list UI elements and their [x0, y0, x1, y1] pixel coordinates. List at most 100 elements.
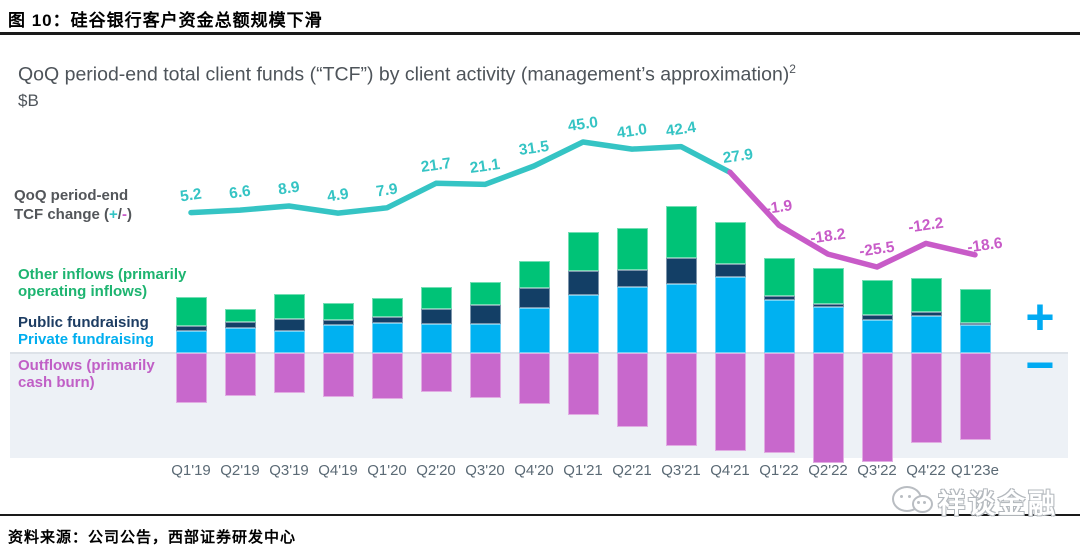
figure-title: 图 10：硅谷银行客户资金总额规模下滑 [8, 11, 323, 30]
bar-segment-other [910, 278, 942, 312]
line-value-label: 31.5 [517, 137, 551, 160]
bar-segment-public [567, 271, 599, 295]
legend-private-fundraising: Private fundraising [18, 331, 154, 348]
bar-segment-private [910, 316, 942, 353]
top-divider [0, 32, 1080, 35]
bar-segment-outflows [420, 353, 452, 392]
bar-segment-private [959, 325, 991, 353]
bar-segment-private [273, 331, 305, 353]
bar-segment-outflows [518, 353, 550, 404]
bar-segment-public [518, 288, 550, 308]
line-value-label: 6.6 [228, 182, 252, 203]
line-legend-line2-prefix: TCF change ( [14, 206, 110, 223]
line-value-label: -1.9 [764, 197, 794, 218]
bar-segment-private [567, 295, 599, 353]
wechat-bubble-small [912, 495, 933, 513]
bar-segment-private [224, 328, 256, 353]
bar-segment-other [420, 287, 452, 309]
wechat-eye-icon [923, 501, 926, 504]
bar-segment-public [273, 319, 305, 331]
bar-segment-outflows [371, 353, 403, 399]
bar-segment-other [518, 261, 550, 288]
bar-segment-outflows [273, 353, 305, 393]
x-axis-label: Q3'19 [269, 462, 309, 479]
bar-segment-public [322, 320, 354, 325]
line-value-label: 21.1 [468, 156, 502, 178]
bar-segment-private [616, 287, 648, 353]
line-value-label: 8.9 [277, 178, 301, 199]
bar-segment-private [763, 300, 795, 353]
legend-outflows: Outflows (primarily cash burn) [18, 357, 155, 391]
line-value-label: -12.2 [907, 215, 945, 237]
bar-segment-private [714, 277, 746, 353]
bar-segment-private [518, 308, 550, 353]
wechat-eye-icon [908, 495, 911, 498]
line-value-label: 42.4 [664, 118, 698, 140]
bar-segment-outflows [322, 353, 354, 397]
bar-segment-outflows [616, 353, 648, 427]
inflows-plus-symbol: + [1025, 289, 1055, 345]
bar-segment-outflows [812, 353, 844, 463]
bar-segment-other [371, 298, 403, 317]
x-axis-label: Q4'20 [514, 462, 554, 479]
unit-label: $B [18, 91, 39, 110]
bar-segment-private [175, 331, 207, 353]
bar-segment-other [322, 303, 354, 320]
line-legend-slash: / [117, 206, 122, 223]
bar-segment-other [714, 222, 746, 264]
line-legend-suffix: ) [126, 206, 132, 223]
line-legend-minus: - [121, 206, 127, 223]
bar-segment-private [322, 325, 354, 353]
bar-segment-public [910, 312, 942, 316]
bottom-divider [0, 514, 1080, 516]
wechat-eye-icon [917, 501, 920, 504]
x-axis-label: Q4'22 [906, 462, 946, 479]
x-axis-label: Q1'22 [759, 462, 799, 479]
bar-segment-outflows [861, 353, 893, 462]
bar-segment-other [665, 206, 697, 258]
line-value-label: 21.7 [419, 155, 453, 177]
line-value-label: 5.2 [179, 185, 203, 206]
x-axis-label: Q2'19 [220, 462, 260, 479]
x-axis-label: Q2'22 [808, 462, 848, 479]
bar-segment-other [469, 282, 501, 305]
wechat-eye-icon [900, 495, 903, 498]
watermark-text: 祥谈金融 [938, 489, 1058, 519]
x-axis-label: Q3'21 [661, 462, 701, 479]
bar-segment-private [861, 320, 893, 353]
line-value-label: 4.9 [326, 185, 350, 206]
line-series-legend: QoQ period-end TCF change (+/-) [14, 186, 179, 224]
line-legend-line1: QoQ period-end [14, 187, 129, 204]
x-axis-label: Q4'19 [318, 462, 358, 479]
bar-segment-public [861, 315, 893, 320]
x-axis-label: Q1'19 [171, 462, 211, 479]
bar-segment-other [861, 280, 893, 315]
bar-segment-public [665, 258, 697, 284]
bar-segment-other [175, 297, 207, 326]
line-value-label: -18.6 [966, 234, 1004, 257]
bar-segment-private [469, 324, 501, 353]
bar-segment-other [616, 228, 648, 270]
x-axis-label: Q4'21 [710, 462, 750, 479]
line-value-label: 41.0 [615, 121, 649, 143]
chart-title-superscript: 2 [789, 62, 796, 76]
bar-segment-outflows [910, 353, 942, 443]
bar-segment-outflows [763, 353, 795, 453]
bar-segment-other [224, 309, 256, 322]
tcf-line-positive-segment [188, 139, 733, 216]
x-axis-label: Q2'20 [416, 462, 456, 479]
bar-segment-private [665, 284, 697, 353]
watermark: 祥谈金融 [890, 480, 1075, 525]
chart-title-text: QoQ period-end total client funds (“TCF”… [18, 63, 790, 86]
bar-segment-public [714, 264, 746, 277]
line-value-label: 7.9 [375, 180, 399, 201]
bar-segment-outflows [567, 353, 599, 415]
bar-segment-outflows [175, 353, 207, 403]
bar-segment-other [273, 294, 305, 319]
bar-segment-outflows [469, 353, 501, 398]
bar-segment-public [812, 304, 844, 307]
bar-segment-public [371, 317, 403, 323]
x-axis-label: Q1'23e [951, 462, 999, 479]
bar-segment-private [371, 323, 403, 353]
